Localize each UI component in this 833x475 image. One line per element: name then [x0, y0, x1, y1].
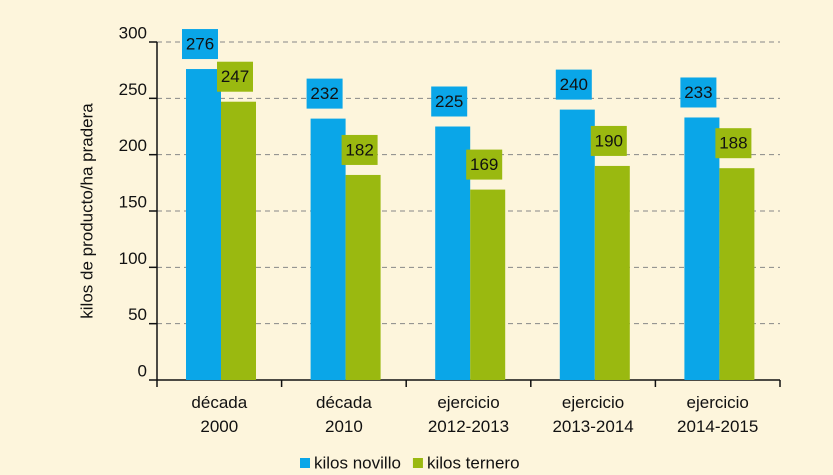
x-tick-label: ejercicio 2012-2013 — [428, 393, 509, 436]
value-label-box — [217, 61, 253, 92]
x-tick-label-line: ejercicio — [437, 393, 499, 412]
value-label: 182 — [345, 140, 373, 159]
bar — [719, 168, 755, 380]
x-tick-label: década 2000 — [191, 393, 247, 436]
bar — [186, 69, 221, 380]
value-label-box — [466, 149, 503, 180]
y-tick-label: 200 — [119, 136, 147, 155]
value-label: 233 — [684, 83, 712, 102]
y-tick-label: 150 — [119, 192, 147, 211]
value-label: 188 — [719, 134, 747, 153]
x-tick-label-line: década — [316, 393, 372, 412]
bar — [310, 118, 346, 380]
bar — [221, 101, 256, 381]
legend-label: kilos ternero — [427, 453, 520, 472]
value-label-box — [715, 128, 752, 159]
legend-swatch — [412, 458, 423, 468]
bar — [594, 165, 630, 380]
x-tick-label-line: década — [191, 393, 247, 412]
x-tick-label: ejercicio 2014-2015 — [677, 393, 758, 436]
y-tick-label: 50 — [128, 305, 147, 324]
legend-label: kilos novillo — [314, 453, 401, 472]
x-tick-label-line: ejercicio — [562, 393, 624, 412]
legend-swatch — [300, 458, 310, 468]
value-label: 190 — [595, 131, 623, 150]
value-label: 276 — [186, 35, 214, 54]
value-label-box — [431, 86, 468, 117]
value-label-box — [680, 77, 717, 108]
bar — [435, 126, 471, 380]
x-tick-label-line: 2013-2014 — [552, 417, 633, 436]
y-axis-label: kilos de producto/ha pradera — [77, 103, 96, 319]
y-tick-label: 100 — [119, 249, 147, 268]
y-tick-label: 300 — [119, 23, 147, 42]
bar — [345, 174, 381, 380]
x-tick-label-line: 2014-2015 — [677, 417, 758, 436]
x-tick-label-line: 2010 — [325, 417, 363, 436]
y-tick-label: 250 — [119, 80, 147, 99]
x-tick-label-line: 2012-2013 — [428, 417, 509, 436]
y-tick-label: 0 — [138, 361, 147, 380]
x-tick-label: década 2010 — [316, 393, 372, 436]
value-label-box — [555, 69, 592, 100]
x-tick-label: ejercicio 2013-2014 — [552, 393, 633, 436]
value-label: 240 — [560, 75, 588, 94]
value-label-box — [590, 125, 627, 156]
value-label-box — [341, 134, 378, 165]
bar — [559, 109, 595, 380]
x-tick-label-line: ejercicio — [687, 393, 749, 412]
value-label: 232 — [310, 84, 338, 103]
bar — [684, 117, 720, 380]
value-label: 247 — [221, 67, 249, 86]
value-label: 169 — [470, 155, 498, 174]
value-label: 225 — [435, 92, 463, 111]
value-label-box — [182, 29, 218, 60]
x-tick-label-line: 2000 — [200, 417, 238, 436]
bar — [470, 189, 506, 380]
value-label-box — [306, 78, 343, 109]
